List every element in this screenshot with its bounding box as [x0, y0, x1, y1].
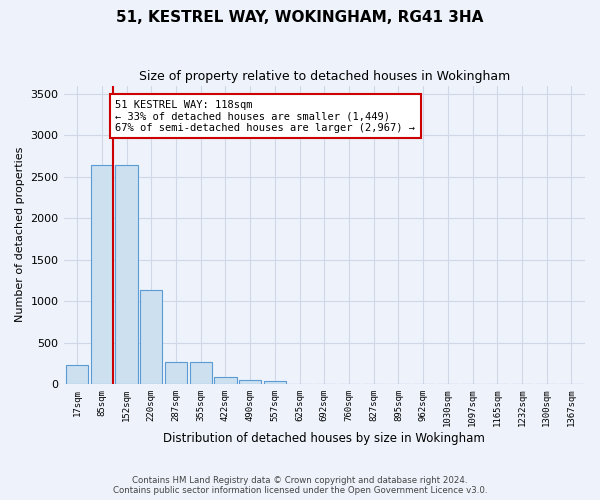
X-axis label: Distribution of detached houses by size in Wokingham: Distribution of detached houses by size … — [163, 432, 485, 445]
Text: 51 KESTREL WAY: 118sqm
← 33% of detached houses are smaller (1,449)
67% of semi-: 51 KESTREL WAY: 118sqm ← 33% of detached… — [115, 100, 415, 133]
Bar — [239, 380, 261, 384]
Bar — [264, 382, 286, 384]
Text: Contains HM Land Registry data © Crown copyright and database right 2024.
Contai: Contains HM Land Registry data © Crown c… — [113, 476, 487, 495]
Bar — [140, 290, 163, 384]
Bar — [190, 362, 212, 384]
Bar — [91, 165, 113, 384]
Text: 51, KESTREL WAY, WOKINGHAM, RG41 3HA: 51, KESTREL WAY, WOKINGHAM, RG41 3HA — [116, 10, 484, 25]
Bar — [66, 365, 88, 384]
Title: Size of property relative to detached houses in Wokingham: Size of property relative to detached ho… — [139, 70, 510, 83]
Y-axis label: Number of detached properties: Number of detached properties — [15, 147, 25, 322]
Bar — [115, 165, 137, 384]
Bar — [165, 362, 187, 384]
Bar — [214, 378, 236, 384]
